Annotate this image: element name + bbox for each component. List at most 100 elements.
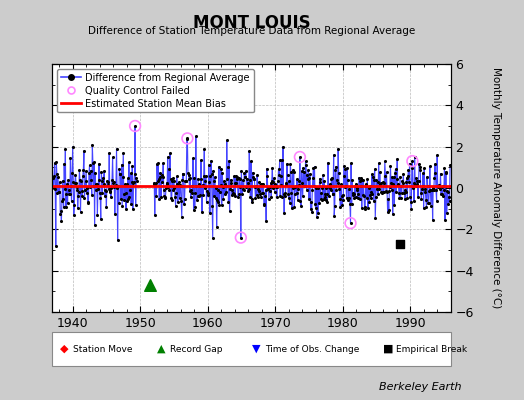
Point (100, 181, 108, 187)
Point (248, 170, 257, 176)
Point (356, 182, 365, 189)
Point (184, 170, 192, 176)
Point (65, 187, 73, 193)
Point (197, 176, 205, 182)
Point (129, 180, 138, 186)
Text: ▼: ▼ (252, 344, 260, 354)
Point (184, 172, 193, 178)
Point (198, 209, 206, 215)
Point (365, 192, 374, 198)
Point (398, 178, 407, 184)
Point (203, 190, 212, 196)
Point (374, 191, 383, 198)
Point (368, 171, 376, 178)
Point (194, 193, 203, 199)
Point (331, 202, 339, 209)
Point (407, 199, 415, 206)
Point (231, 192, 239, 199)
Point (118, 203, 126, 210)
Point (94, 177, 103, 184)
Point (283, 160, 291, 167)
Point (446, 162, 454, 168)
Point (285, 178, 293, 184)
Point (149, 181, 158, 187)
Point (156, 170, 165, 176)
Point (423, 174, 431, 180)
Point (209, 234, 217, 241)
Point (286, 200, 294, 206)
Point (399, 171, 408, 177)
Point (245, 185, 253, 192)
Point (427, 202, 435, 209)
Point (122, 205, 130, 212)
Point (218, 169, 226, 176)
Point (224, 199, 233, 206)
Point (350, 194, 358, 201)
Point (384, 209, 392, 216)
Point (103, 178, 112, 185)
Point (115, 200, 123, 206)
Point (112, 146, 121, 152)
Point (194, 175, 202, 182)
Text: ◆: ◆ (60, 344, 69, 354)
Point (91, 170, 100, 176)
Point (260, 202, 268, 208)
Point (166, 176, 174, 182)
Point (51, 186, 59, 192)
Point (276, 193, 285, 200)
Point (432, 187, 440, 194)
Point (93, 212, 102, 218)
Point (256, 194, 265, 200)
Point (383, 189, 391, 195)
Point (393, 156, 401, 162)
Point (344, 197, 353, 203)
Point (199, 182, 207, 188)
Point (397, 183, 406, 189)
Point (104, 182, 112, 189)
Point (293, 176, 301, 182)
Point (342, 183, 350, 189)
Point (232, 173, 240, 179)
Point (326, 185, 334, 192)
Point (301, 158, 310, 165)
Point (342, 194, 351, 201)
Point (333, 180, 342, 186)
Point (161, 195, 169, 201)
Point (339, 192, 347, 198)
Point (323, 191, 331, 197)
Point (78, 188, 86, 194)
Point (294, 186, 302, 192)
Point (311, 201, 319, 207)
Point (377, 189, 386, 195)
Point (281, 182, 290, 188)
Point (63, 181, 71, 187)
Point (278, 194, 287, 200)
Point (86, 167, 95, 174)
Point (230, 173, 238, 180)
Point (223, 176, 232, 182)
Y-axis label: Monthly Temperature Anomaly Difference (°C): Monthly Temperature Anomaly Difference (… (490, 67, 500, 309)
Point (176, 182, 184, 188)
Point (314, 210, 322, 216)
Point (298, 168, 306, 174)
Point (372, 177, 380, 183)
Text: ▲: ▲ (157, 344, 166, 354)
Point (214, 199, 223, 206)
Point (434, 184, 443, 190)
Point (116, 171, 124, 178)
Point (315, 176, 324, 182)
Point (381, 173, 389, 179)
Point (364, 184, 373, 191)
Point (242, 168, 250, 174)
Point (177, 198, 185, 204)
Point (387, 186, 396, 193)
Point (243, 188, 252, 194)
Point (287, 190, 296, 196)
Point (84, 200, 93, 206)
Point (380, 158, 389, 164)
Point (367, 194, 375, 201)
Point (72, 184, 81, 190)
Point (280, 210, 288, 216)
Point (50, 160, 59, 166)
Point (445, 198, 454, 204)
